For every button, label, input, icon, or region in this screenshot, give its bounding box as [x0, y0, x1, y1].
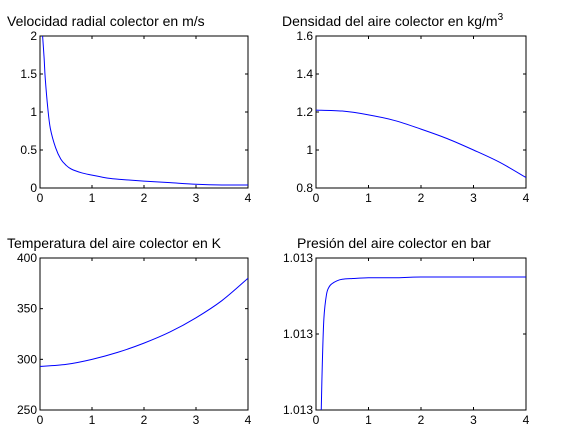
x-tick-label: 3 [470, 191, 477, 205]
y-tick-label: 1.5 [20, 67, 37, 81]
y-tick-label: 1 [306, 143, 313, 157]
y-tick-label: 1.4 [296, 67, 313, 81]
subplot-4-title: Presión del aire colector en bar [297, 235, 491, 251]
y-tick-label: 400 [17, 251, 37, 265]
subplot-3: Temperatura del aire colector en K 0 1 2 3 4 2… [7, 235, 252, 427]
x-tick-label: 0 [37, 191, 44, 205]
x-tick-label: 0 [313, 413, 320, 427]
subplot-4: Presión del aire colector en bar 0 1 2 3 4 1.0… [283, 235, 530, 427]
y-tick-label: 1 [30, 105, 37, 119]
subplot-1-axes [39, 35, 249, 189]
subplot-2-series-line [316, 109, 526, 178]
y-tick-label: 250 [17, 403, 37, 417]
y-tick-label: 2 [30, 29, 37, 43]
x-tick-label: 1 [365, 191, 372, 205]
y-tick-label: 1.2 [296, 105, 313, 119]
subplot-4-series-line [320, 276, 526, 410]
x-tick-label: 1 [89, 191, 96, 205]
x-tick-label: 2 [141, 191, 148, 205]
title-superscript: 3 [498, 12, 504, 23]
x-tick-label: 1 [89, 413, 96, 427]
subplot-3-series-line [40, 277, 248, 367]
y-tick-label: 0.8 [296, 181, 313, 195]
x-tick-label: 2 [141, 413, 148, 427]
y-tick-label: 0.5 [20, 143, 37, 157]
y-tick-label: 1.013 [283, 251, 313, 265]
subplot-2-title: Densidad del aire colector en kg/m3 [282, 12, 504, 29]
subplot-1-series-line [42, 36, 248, 186]
x-tick-label: 1 [365, 413, 372, 427]
x-tick-label: 3 [193, 413, 200, 427]
x-tick-label: 4 [245, 191, 252, 205]
subplot-2: Densidad del aire colector en kg/m3 0 1 2 3 4… [282, 12, 530, 205]
x-tick-label: 2 [418, 413, 425, 427]
y-tick-label: 1.6 [296, 29, 313, 43]
x-tick-label: 3 [470, 413, 477, 427]
x-tick-label: 4 [523, 413, 530, 427]
x-tick-label: 4 [523, 191, 530, 205]
y-tick-label: 1.013 [283, 327, 313, 341]
subplot-3-title: Temperatura del aire colector en K [7, 235, 222, 251]
x-tick-label: 3 [193, 191, 200, 205]
x-tick-label: 2 [418, 191, 425, 205]
y-tick-label: 1.013 [283, 403, 313, 417]
y-tick-label: 0 [30, 181, 37, 195]
y-tick-label: 350 [17, 302, 37, 316]
x-tick-label: 0 [313, 191, 320, 205]
y-tick-label: 300 [17, 352, 37, 366]
subplot-1: Velocidad radial colector en m/s 0 1 2 3 4 0 0.… [7, 13, 252, 205]
x-tick-label: 0 [37, 413, 44, 427]
subplot-4-axes [315, 257, 527, 411]
x-tick-label: 4 [245, 413, 252, 427]
subplot-3-axes [39, 257, 249, 411]
subplot-1-title: Velocidad radial colector en m/s [7, 13, 205, 29]
